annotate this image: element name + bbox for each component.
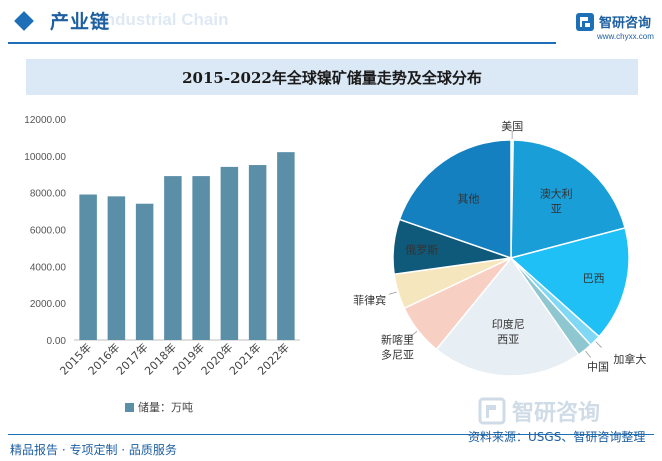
pie-label: 中国 <box>587 361 609 374</box>
logo-icon <box>576 13 594 31</box>
pie-label: 其他 <box>458 192 480 205</box>
pie-label-line: 澳大利 <box>540 186 573 200</box>
bar <box>135 203 154 340</box>
pie-label: 印度尼西亚 <box>492 317 525 346</box>
pie-label: 俄罗斯 <box>405 243 438 256</box>
pie-label-line: 加拿大 <box>613 352 646 366</box>
pie-label-line: 西亚 <box>497 333 519 346</box>
x-tick-label: 2022年 <box>255 340 292 377</box>
chart-title-bar: 2015-2022年全球镍矿储量走势及全球分布 <box>26 59 638 95</box>
legend-label: 储量：万吨 <box>138 400 193 414</box>
header: Industrial Chain 产业链 智研咨询 www.chyxx.com <box>0 0 662 48</box>
header-ghost-text: Industrial Chain <box>100 10 229 29</box>
pie-slice <box>509 227 630 338</box>
y-tick-label: 6000.00 <box>30 226 67 237</box>
pie-leader-line <box>410 331 418 337</box>
pie-label: 澳大利亚 <box>540 186 573 215</box>
bar <box>107 196 126 340</box>
pie-label: 菲律宾 <box>353 293 386 307</box>
brand-logo[interactable]: 智研咨询 www.chyxx.com <box>575 10 655 44</box>
bar <box>164 176 182 340</box>
pie-label-line: 印度尼 <box>492 317 525 331</box>
pie-label: 美国 <box>501 120 523 133</box>
pie-label-line: 菲律宾 <box>353 293 386 307</box>
y-tick-label: 4000.00 <box>30 262 67 273</box>
pie-label-line: 俄罗斯 <box>405 243 438 256</box>
pie-label-line: 中国 <box>587 361 609 374</box>
pie-label-line: 新喀里 <box>381 333 414 347</box>
bar-chart: 0.00 2000.00 4000.00 6000.00 8000.00 10000.00… <box>24 115 300 414</box>
footer-divider <box>8 434 654 435</box>
logo-url[interactable]: www.chyxx.com <box>597 32 654 41</box>
pie-slice <box>510 139 627 259</box>
watermark-logo: 智研咨询 <box>478 397 600 426</box>
pie-label-line: 亚 <box>551 202 562 215</box>
watermark-text: 智研咨询 <box>512 400 600 426</box>
pie-label-line: 其他 <box>458 192 480 205</box>
pie-label: 新喀里多尼亚 <box>381 333 414 362</box>
bar <box>192 176 210 340</box>
legend-swatch <box>125 403 134 412</box>
chart-title: 2015-2022年全球镍矿储量走势及全球分布 <box>182 69 482 87</box>
bar <box>277 152 295 340</box>
pie-label-line: 美国 <box>501 120 523 133</box>
logo-name: 智研咨询 <box>599 16 652 31</box>
y-tick-label: 0.00 <box>47 336 67 347</box>
footer-slogan: 精品报告 · 专项定制 · 品质服务 <box>10 443 177 457</box>
pie-label: 加拿大 <box>613 352 646 366</box>
y-tick-label: 2000.00 <box>30 299 67 310</box>
pie-slice <box>398 139 512 260</box>
pie-leader-line <box>585 350 591 358</box>
watermark-icon <box>478 397 506 425</box>
y-tick-label: 12000.00 <box>24 115 66 126</box>
pie-leader-line <box>388 291 397 295</box>
header-diamond-icon <box>14 11 34 31</box>
pie-label-line: 巴西 <box>583 272 605 285</box>
y-tick-label: 10000.00 <box>24 152 66 163</box>
bar <box>79 194 97 340</box>
bar <box>248 165 267 340</box>
pie-leader-line <box>595 341 602 348</box>
pie-label-line: 多尼亚 <box>381 348 414 362</box>
bar <box>220 166 239 340</box>
pie-label: 巴西 <box>583 272 605 285</box>
page-title: 产业链 <box>50 11 111 33</box>
header-divider <box>8 42 556 44</box>
pie-slice <box>435 256 580 377</box>
y-tick-label: 8000.00 <box>30 189 67 200</box>
data-source: 资料来源：USGS、智研咨询整理 <box>468 430 646 444</box>
